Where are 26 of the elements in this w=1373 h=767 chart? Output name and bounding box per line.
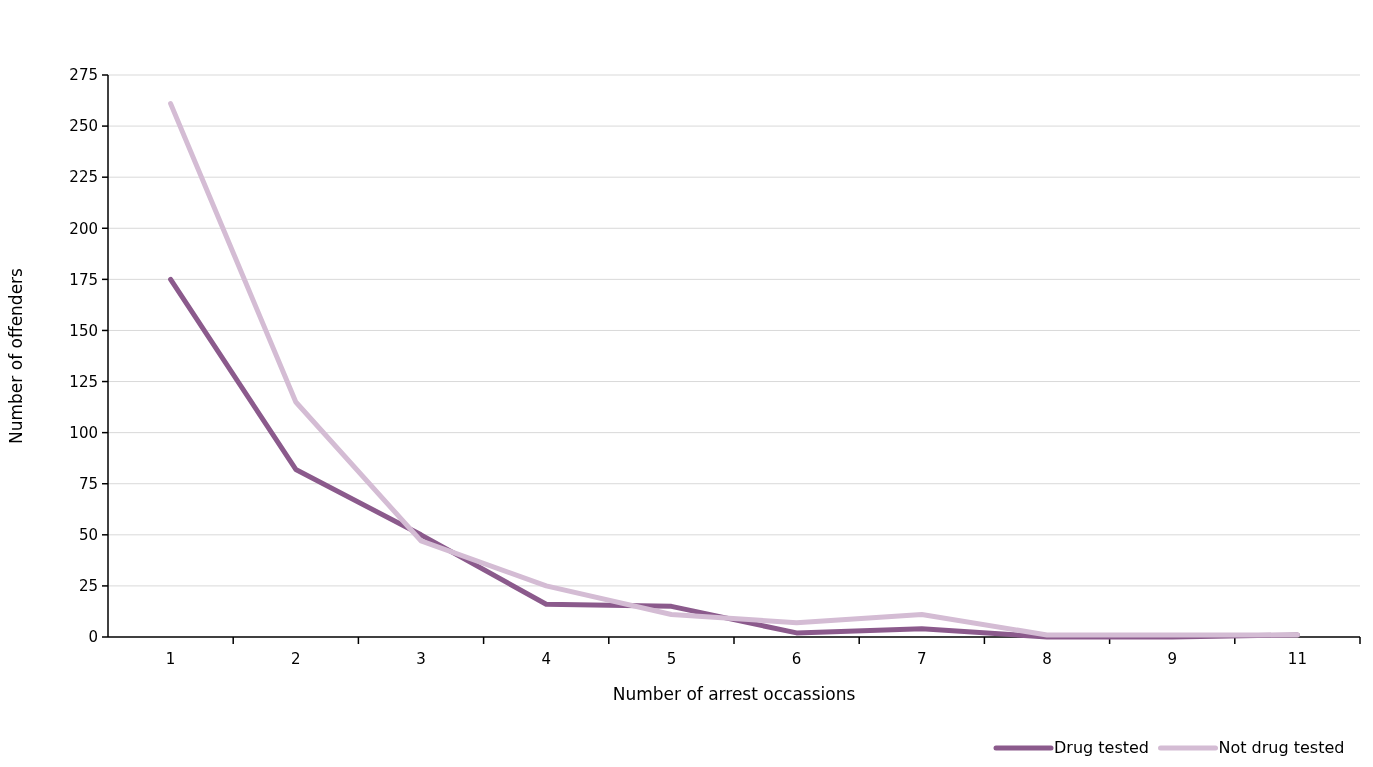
y-tick-label: 175 <box>69 270 98 289</box>
y-tick-label: 200 <box>69 219 98 238</box>
y-tick-label: 225 <box>69 168 98 187</box>
y-axis-title: Number of offenders <box>6 267 26 444</box>
y-tick-label: 0 <box>88 628 98 647</box>
y-tick-label: 50 <box>78 526 98 545</box>
y-tick-label: 125 <box>69 372 98 391</box>
x-tick-label: 6 <box>791 650 802 668</box>
x-tick-label: 1 <box>165 650 176 668</box>
x-tick-label: 2 <box>291 650 301 668</box>
x-tick-label: 7 <box>917 650 927 668</box>
x-tick-label: 5 <box>666 650 677 668</box>
x-tick-label: 11 <box>1287 650 1307 668</box>
y-tick-label: 25 <box>78 577 98 596</box>
x-tick-label: 4 <box>541 650 551 668</box>
x-axis-title: Number of arrest occassions <box>612 684 856 704</box>
x-tick-label: 8 <box>1042 650 1052 668</box>
legend-label: Drug tested <box>1054 738 1150 757</box>
y-tick-label: 75 <box>78 474 98 493</box>
y-tick-label: 100 <box>69 423 98 442</box>
y-tick-label: 275 <box>69 66 98 85</box>
x-tick-label: 9 <box>1167 650 1177 668</box>
x-tick-label: 3 <box>416 650 426 668</box>
legend-label: Not drug tested <box>1218 738 1345 757</box>
y-tick-label: 250 <box>69 117 98 136</box>
y-tick-label: 150 <box>69 321 98 340</box>
